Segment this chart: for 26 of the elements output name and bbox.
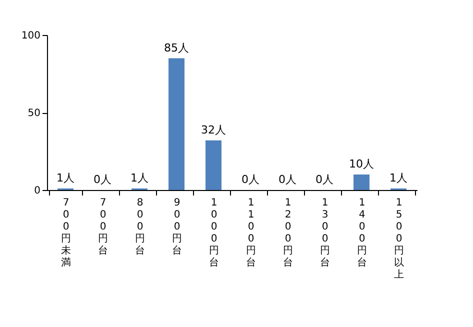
x-tick-label: 1000円台	[209, 198, 219, 268]
bar	[168, 58, 184, 190]
y-tick-label: 0	[34, 186, 40, 196]
x-tick-label: 700円台	[98, 198, 108, 256]
data-label: 10人	[349, 158, 374, 170]
x-tick-label: 900円台	[172, 198, 182, 256]
x-tick-label: 700円未満	[61, 198, 71, 268]
data-label: 0人	[94, 173, 112, 186]
x-tick-label: 1100円台	[246, 198, 256, 268]
data-label: 1人	[390, 171, 408, 184]
x-tick-label: 1400円台	[357, 198, 367, 268]
data-label: 1人	[130, 171, 148, 184]
y-tick-label: 50	[28, 108, 40, 119]
x-tick-label: 1300円台	[320, 198, 330, 268]
x-tick-label: 800円台	[135, 198, 145, 256]
x-tick-label: 1200円台	[283, 198, 293, 268]
data-label: 32人	[201, 123, 226, 136]
data-label: 1人	[56, 171, 74, 184]
bar	[354, 174, 370, 190]
data-label: 0人	[242, 173, 260, 186]
data-label: 0人	[316, 173, 334, 186]
x-tick-label: 1500円以上	[394, 198, 404, 280]
y-tick-label: 100	[21, 30, 40, 42]
bar	[206, 140, 222, 190]
data-label: 0人	[278, 173, 296, 186]
data-label: 85人	[164, 41, 189, 54]
